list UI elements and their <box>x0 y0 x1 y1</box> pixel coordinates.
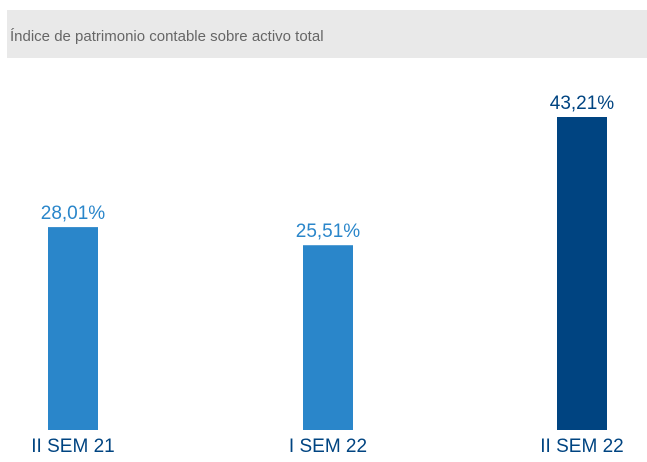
bar <box>48 227 98 430</box>
title-band <box>7 10 647 58</box>
x-tick-label: II SEM 21 <box>31 436 114 457</box>
value-label: 28,01% <box>41 203 106 224</box>
bar <box>557 117 607 430</box>
value-label: 25,51% <box>296 221 361 242</box>
value-label: 43,21% <box>550 93 615 114</box>
bar <box>303 245 353 430</box>
chart-title: Índice de patrimonio contable sobre acti… <box>10 28 324 45</box>
x-tick-label: I SEM 22 <box>289 436 367 457</box>
x-tick-label: II SEM 22 <box>540 436 623 457</box>
